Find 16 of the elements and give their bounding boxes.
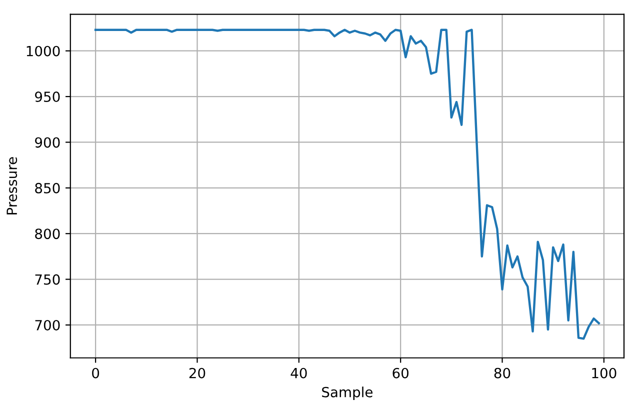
x-tick-label: 0 <box>92 368 100 378</box>
y-tick-label: 1000 <box>26 46 60 56</box>
x-axis-title: Sample <box>322 386 372 400</box>
y-tick-label: 800 <box>35 228 60 240</box>
y-tick-label: 900 <box>35 137 60 148</box>
y-axis-title: Pressure <box>6 157 18 214</box>
x-tick-label: 80 <box>494 368 510 378</box>
y-tick-label: 700 <box>35 320 60 330</box>
line-series <box>94 28 600 340</box>
x-tick-label: 100 <box>592 368 616 378</box>
y-tick-label: 750 <box>35 274 60 285</box>
x-tick-label: 60 <box>392 368 408 378</box>
x-tick-label: 20 <box>189 368 206 378</box>
y-tick-label: 950 <box>35 92 60 102</box>
y-tick-label: 850 <box>35 182 60 194</box>
x-tick-label: 40 <box>290 368 307 378</box>
